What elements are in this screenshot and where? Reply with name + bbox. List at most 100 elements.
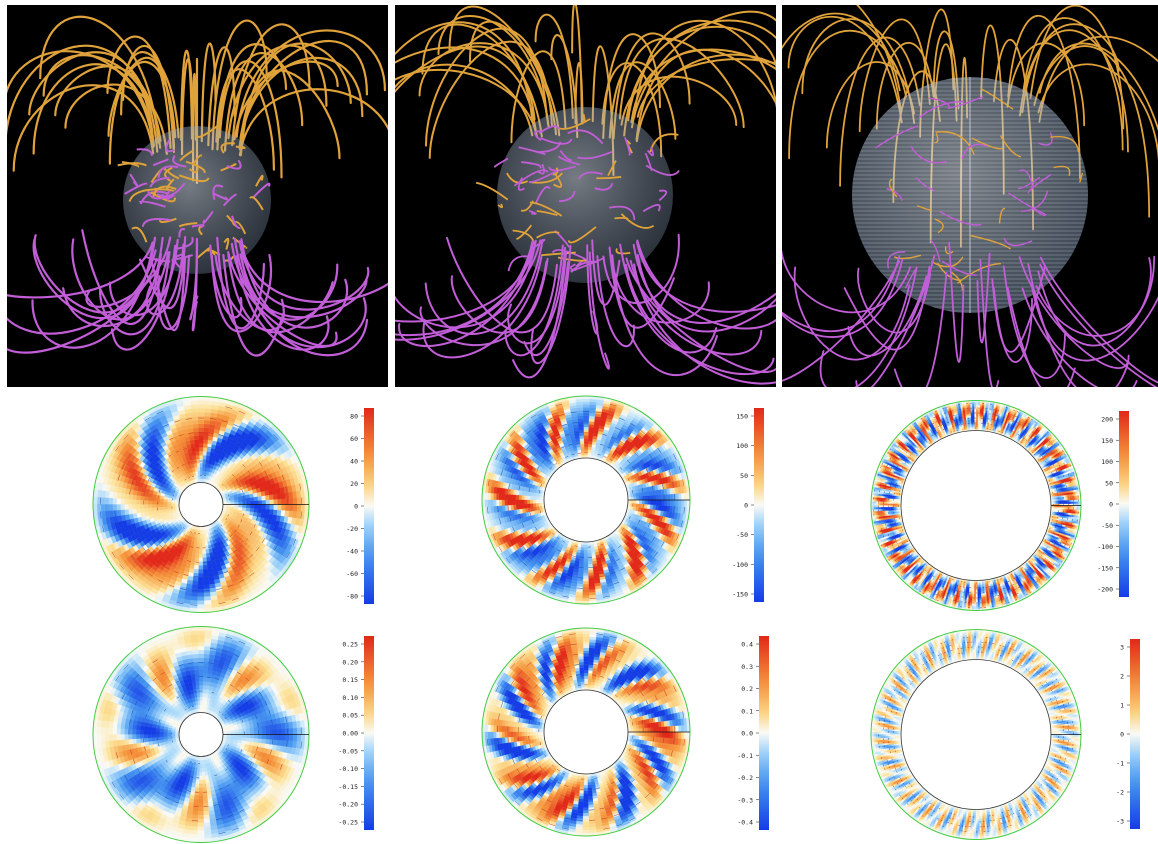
colorbar-tick-label: 2 <box>1120 673 1124 681</box>
colorbar-tick-label: -150 <box>1097 564 1113 572</box>
colorbar-tick-label: -0.4 <box>737 819 753 827</box>
colorbar-tick-label: 0.00 <box>342 730 358 738</box>
colorbar-tick-label: 50 <box>740 472 748 480</box>
field-line-negative <box>782 261 899 383</box>
colorbar-gradient <box>364 408 374 604</box>
field-lines-image-2 <box>395 5 776 387</box>
field-line-negative <box>240 242 388 302</box>
field-line-positive <box>395 70 537 147</box>
colorbar-tick-label: 150 <box>736 413 748 421</box>
colorbar-tick-label: 0 <box>1109 501 1113 509</box>
contour-panel-r3c1 <box>88 625 314 844</box>
colorbar-tick-label: 0.3 <box>741 663 753 671</box>
colorbar-tick-label: -0.25 <box>338 819 358 827</box>
field-line-tangle <box>236 146 245 148</box>
colorbar-tick-label: -20 <box>346 525 358 533</box>
field-line-tangle <box>584 115 585 121</box>
colorbar-tick-label: -0.20 <box>338 801 358 809</box>
colorbar-row2-col1: 80 60 40 20 0 -20 -40 -60 -80 <box>320 408 380 604</box>
field-lines-image-3 <box>782 5 1158 387</box>
field-line-positive <box>572 5 582 123</box>
contour-panel-r2c1 <box>88 395 314 614</box>
colorbar-tick-label: 0.15 <box>342 676 358 684</box>
field-line-positive <box>14 85 153 170</box>
colorbar-gradient <box>1130 639 1140 829</box>
field-line-positive <box>637 50 776 153</box>
colorbar-tick-label: -0.2 <box>737 774 753 782</box>
colorbar-tick-label: 0.10 <box>342 694 358 702</box>
colorbar-tick-label: -80 <box>346 593 358 601</box>
colorbar-r2c2: 150 100 50 0 -50 -100 -150 <box>710 408 770 602</box>
colorbar-tick-label: -100 <box>1097 543 1113 551</box>
field-line-positive <box>632 12 776 128</box>
field-lines-panel-2 <box>395 5 776 387</box>
colorbar-gradient <box>754 408 764 602</box>
inner-boundary <box>901 660 1051 810</box>
inner-boundary <box>544 458 628 542</box>
contour-panel-r3c3 <box>866 627 1086 842</box>
field-line-positive <box>40 17 158 143</box>
contour-panel-r2c3 <box>866 398 1086 613</box>
colorbar-r2c3: 200 150 100 50 0 -50 -100 -150 -200 <box>1075 411 1135 597</box>
colorbar-tick-label: 20 <box>350 480 358 488</box>
colorbar-tick-label: 0.20 <box>342 658 358 666</box>
contour-panel-r2c2 <box>478 393 694 607</box>
colorbar-tick-label: 60 <box>350 435 358 443</box>
colorbar-row3-col1: 0.250.200.150.100.050.00-0.05-0.10-0.15-… <box>320 636 380 830</box>
inner-boundary <box>179 713 223 757</box>
colorbar-gradient <box>1119 411 1129 597</box>
colorbar-tick-label: 100 <box>1101 458 1113 466</box>
colorbar-row2-col3: 200 150 100 50 0 -50 -100 -150 -200 <box>1075 411 1135 597</box>
colorbar-tick-label: 3 <box>1120 644 1124 652</box>
colorbar-tick-label: 150 <box>1101 437 1113 445</box>
field-line-positive <box>241 43 351 155</box>
inner-boundary <box>901 431 1051 581</box>
field-lines-panel-1 <box>7 5 388 387</box>
colorbar-tick-label: -0.15 <box>338 783 358 791</box>
contour-panel-r3c2 <box>478 625 694 839</box>
colorbar-tick-label: 0 <box>744 502 748 510</box>
inner-boundary <box>544 690 628 774</box>
colorbar-tick-label: -150 <box>732 591 748 599</box>
colorbar-tick-label: 50 <box>1105 479 1113 487</box>
colorbar-tick-label: 0.4 <box>741 641 753 649</box>
colorbar-tick-label: -0.1 <box>737 752 753 760</box>
colorbar-row2-col2: 150 100 50 0 -50 -100 -150 <box>710 408 770 602</box>
colorbar-tick-label: -40 <box>346 548 358 556</box>
colorbar-tick-label: -60 <box>346 570 358 578</box>
colorbar-tick-label: 0.1 <box>741 707 753 715</box>
colorbar-gradient <box>759 636 769 830</box>
colorbar-tick-label: 40 <box>350 458 358 466</box>
colorbar-tick-label: -0.3 <box>737 796 753 804</box>
colorbar-tick-label: 0.0 <box>741 730 753 738</box>
colorbar-tick-label: 80 <box>350 413 358 421</box>
colorbar-tick-label: 0.25 <box>342 641 358 649</box>
colorbar-tick-label: 200 <box>1101 416 1113 424</box>
colorbar-r2c1: 80 60 40 20 0 -20 -40 -60 -80 <box>320 408 380 604</box>
colorbar-tick-label: -200 <box>1097 586 1113 594</box>
field-line-negative <box>626 259 776 373</box>
colorbar-tick-label: -50 <box>736 531 748 539</box>
colorbar-tick-label: -0.10 <box>338 765 358 773</box>
colorbar-tick-label: -100 <box>732 561 748 569</box>
field-lines-image-1 <box>7 5 388 387</box>
field-line-positive <box>7 51 153 147</box>
colorbar-tick-label: -2 <box>1116 789 1124 797</box>
colorbar-tick-label: 0 <box>354 503 358 511</box>
field-line-negative <box>7 242 153 297</box>
colorbar-tick-label: 0.2 <box>741 685 753 693</box>
colorbar-tick-label: 1 <box>1120 702 1124 710</box>
field-line-negative <box>1023 289 1137 387</box>
colorbar-tick-label: 0.05 <box>342 712 358 720</box>
colorbar-r3c2: 0.4 0.3 0.2 0.1 0.0 -0.1 -0.2 -0.3 -0.4 <box>715 636 775 830</box>
inner-boundary <box>179 483 223 527</box>
colorbar-tick-label: -3 <box>1116 818 1124 826</box>
field-lines-panel-3 <box>782 5 1158 387</box>
colorbar-tick-label: -1 <box>1116 760 1124 768</box>
colorbar-tick-label: 100 <box>736 442 748 450</box>
field-line-positive <box>536 15 573 118</box>
colorbar-tick-label: -50 <box>1101 522 1113 530</box>
